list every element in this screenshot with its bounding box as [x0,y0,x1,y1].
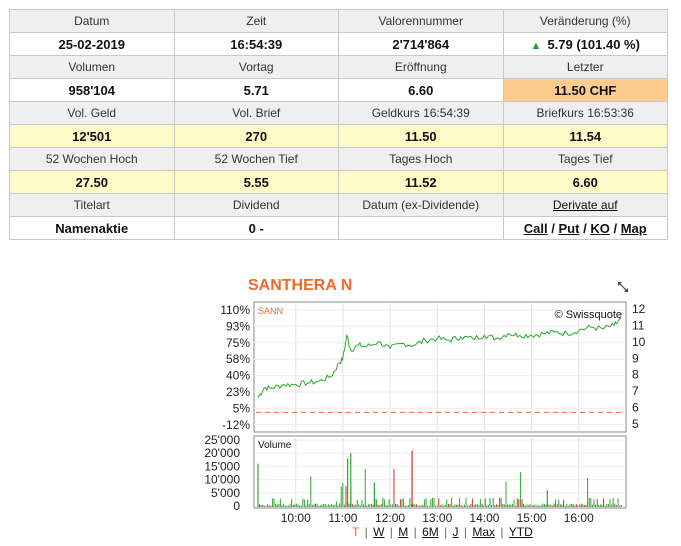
period-separator: | [440,525,451,539]
y-right-tick: 12 [632,302,646,316]
x-tick-label: 11:00 [328,511,357,525]
volume-tick: 5'000 [211,486,240,500]
y-left-tick: 75% [226,336,250,350]
sep: / [613,220,618,236]
period-separator: | [410,525,421,539]
price-panel [253,301,627,433]
period-separator: | [361,525,372,539]
label-valor: Valorennummer [338,9,504,33]
value-ask-volume: 270 [173,124,339,148]
period-w[interactable]: W [373,525,385,539]
label-52w-low: 52 Wochen Tief [173,147,339,171]
value-52w-low: 5.55 [173,170,339,194]
y-right-tick: 7 [632,384,639,398]
chart-title: SANTHERA N [248,277,353,294]
y-left-tick: 40% [226,369,250,383]
value-security-type: Namenaktie [9,216,175,240]
quote-table: Datum Zeit Valorennummer Veränderung (%)… [9,9,668,240]
y-left-tick: 5% [233,401,251,415]
link-put[interactable]: Put [558,220,580,236]
label-ex-dividend: Datum (ex-Dividende) [338,193,504,217]
period-j[interactable]: J [452,525,459,539]
volume-panel [253,435,627,509]
period-separator: | [460,525,471,539]
value-dividend: 0 - [173,216,339,240]
link-derivatives[interactable]: Derivate auf [502,193,668,217]
volume-tick: 15'000 [204,459,240,473]
sep: / [551,220,555,236]
value-ask: 11.54 [502,124,668,148]
y-right-tick: 5 [632,417,639,431]
y-left-tick: 110% [220,303,250,317]
value-open: 6.60 [338,78,504,102]
y-left-tick: -12% [222,418,250,432]
x-tick-label: 13:00 [422,511,452,525]
label-date: Datum [9,9,175,33]
period-separator: | [497,525,507,539]
period-6m[interactable]: 6M [422,525,439,539]
label-52w-high: 52 Wochen Hoch [9,147,175,171]
copyright-label: © Swissquote [555,309,622,321]
x-tick-label: 10:00 [281,511,311,525]
period-m[interactable]: M [398,525,409,539]
period-selector: T | W | M | 6M | J | Max | YTD [350,525,535,539]
x-tick-label: 15:00 [517,511,547,525]
triangle-up-icon: ▲ [530,39,542,52]
period-separator: | [386,525,397,539]
label-change: Veränderung (%) [502,9,668,33]
volume-label: Volume [258,440,292,451]
value-last: 11.50 CHF [502,78,668,102]
x-tick-label: 12:00 [375,511,405,525]
link-ko[interactable]: KO [590,220,610,236]
sep: / [583,220,587,236]
y-left-tick: 93% [226,319,250,333]
value-day-high: 11.52 [338,170,504,194]
y-right-tick: 9 [632,351,639,365]
y-left-tick: 58% [226,352,250,366]
value-valor: 2'714'864 [338,32,504,56]
value-change: 5.79 (101.40 %) [547,36,640,52]
volume-tick: 0 [233,499,240,513]
value-bid: 11.50 [338,124,504,148]
value-date: 25-02-2019 [9,32,175,56]
value-bid-volume: 12'501 [9,124,175,148]
label-previous: Vortag [173,55,339,79]
period-ytd[interactable]: YTD [508,525,533,539]
label-open: Eröffnung [338,55,504,79]
y-right-tick: 10 [632,335,646,349]
label-day-high: Tages Hoch [338,147,504,171]
period-t[interactable]: T [352,525,360,539]
price-line [257,317,622,398]
period-max[interactable]: Max [472,525,495,539]
value-day-low: 6.60 [502,170,668,194]
series-label: SANN [258,306,283,316]
y-right-tick: 6 [632,401,639,415]
value-52w-high: 27.50 [9,170,175,194]
y-left-tick: 23% [226,385,250,399]
label-bid-volume: Vol. Geld [9,101,175,125]
volume-tick: 25'000 [204,433,240,447]
link-map[interactable]: Map [620,220,647,236]
expand-icon[interactable] [617,281,629,293]
value-previous: 5.71 [173,78,339,102]
x-tick-label: 14:00 [469,511,499,525]
label-ask-volume: Vol. Brief [173,101,339,125]
y-right-tick: 11 [632,318,645,332]
volume-tick: 10'000 [204,473,240,487]
label-day-low: Tages Tief [502,147,668,171]
link-call[interactable]: Call [523,220,548,236]
value-ex-dividend [338,216,504,240]
label-last: Letzter [502,55,668,79]
volume-tick: 20'000 [204,446,240,460]
y-right-tick: 8 [632,368,639,382]
x-tick-label: 16:00 [564,511,594,525]
derivatives-links: Call / Put / KO / Map [502,216,668,240]
